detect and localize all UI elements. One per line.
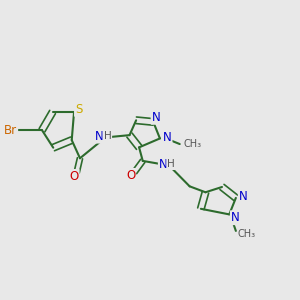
Text: S: S — [75, 103, 82, 116]
Text: N: N — [239, 190, 248, 203]
Text: CH₃: CH₃ — [183, 139, 201, 149]
Text: O: O — [69, 170, 79, 183]
Text: N: N — [159, 158, 168, 171]
Text: N: N — [163, 131, 172, 144]
Text: O: O — [126, 169, 135, 182]
Text: Br: Br — [4, 124, 17, 137]
Text: N: N — [95, 130, 104, 142]
Text: H: H — [167, 159, 175, 169]
Text: N: N — [231, 211, 240, 224]
Text: N: N — [152, 111, 160, 124]
Text: CH₃: CH₃ — [238, 229, 256, 238]
Text: H: H — [103, 131, 111, 141]
